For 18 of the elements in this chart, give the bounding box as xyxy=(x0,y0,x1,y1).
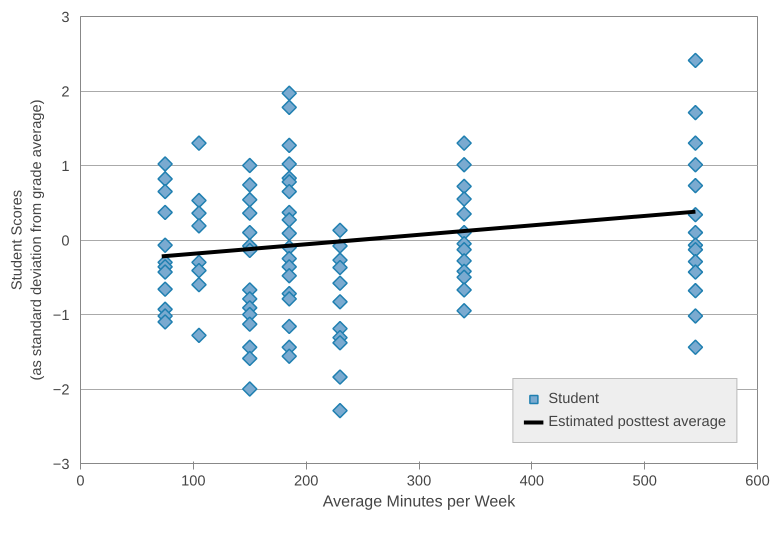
y-tick-label: −2 xyxy=(52,382,70,398)
x-tick-label: 0 xyxy=(76,474,85,490)
legend-label: Student xyxy=(548,391,599,407)
legend-label: Estimated posttest average xyxy=(548,414,726,430)
y-axis-title: Student Scores (as standard deviation from grade average) xyxy=(10,99,45,381)
x-tick-label: 200 xyxy=(294,474,318,490)
x-tick-label: 400 xyxy=(520,474,544,490)
y-tick-label: 3 xyxy=(61,10,70,26)
x-tick-label: 600 xyxy=(745,474,770,490)
y-tick-label: 1 xyxy=(61,159,70,175)
y-tick-label: −3 xyxy=(52,457,70,473)
x-tick-label: 300 xyxy=(406,474,432,490)
x-tick-label: 100 xyxy=(181,474,206,490)
x-tick-label: 500 xyxy=(632,474,657,490)
y-tick-label: 2 xyxy=(61,84,70,100)
y-tick-label: 0 xyxy=(61,234,70,250)
y-tick-label: −1 xyxy=(52,308,70,324)
x-axis-title: Average Minutes per Week xyxy=(322,494,516,510)
